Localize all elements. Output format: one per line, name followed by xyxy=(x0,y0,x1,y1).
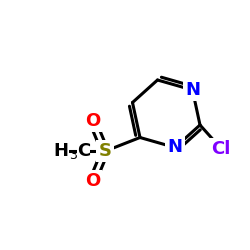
Text: 3: 3 xyxy=(69,149,77,162)
Text: O: O xyxy=(85,112,100,130)
Text: N: N xyxy=(168,138,182,156)
Text: N: N xyxy=(185,81,200,99)
Text: O: O xyxy=(85,172,100,190)
Text: S: S xyxy=(98,142,112,160)
Text: Cl: Cl xyxy=(212,140,231,158)
Text: C: C xyxy=(77,142,90,160)
Text: H: H xyxy=(54,142,69,160)
